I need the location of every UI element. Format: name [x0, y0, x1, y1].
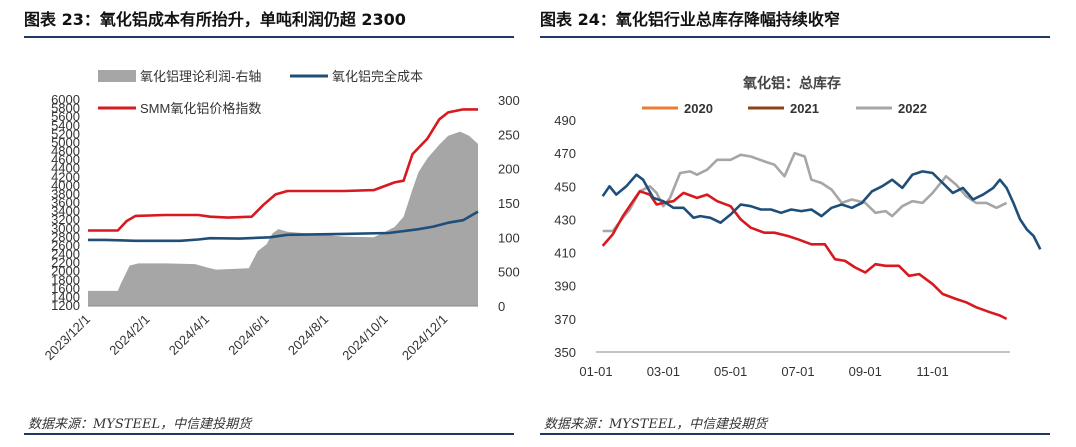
right-y-tick-label: 390: [554, 279, 576, 294]
right-x-tick-label: 07-01: [781, 364, 814, 379]
left-y-tick-label: 4600: [51, 152, 80, 167]
legend-label-2022: 2022: [898, 101, 927, 116]
right-y-tick-label: 2000: [498, 162, 520, 177]
right-y-tick-label: 350: [554, 345, 576, 360]
legend-label-cost: 氧化铝完全成本: [332, 69, 423, 84]
right-x-tick-label: 09-01: [849, 364, 882, 379]
right-y-tick-label: 490: [554, 113, 576, 128]
left-x-tick-label: 2024/10/1: [339, 312, 391, 364]
left-x-tick-label: 2024/8/1: [285, 312, 331, 358]
right-x-tick-label: 05-01: [714, 364, 747, 379]
left-y-tick-label: 4800: [51, 144, 80, 159]
legend-swatch-profit: [98, 70, 136, 82]
series-2022-line: [602, 151, 1008, 233]
right-x-tick-label: 03-01: [647, 364, 680, 379]
left-y-tick-label: 2200: [51, 255, 80, 270]
left-y-tick-label: 3600: [51, 195, 80, 210]
right-y-tick-label: 1000: [498, 230, 520, 245]
left-y-tick-label: 4000: [51, 178, 80, 193]
left-y-tick-label: 3400: [51, 204, 80, 219]
price-index-line: [88, 108, 478, 232]
right-x-tick-label: 01-01: [579, 364, 612, 379]
right-y-tick-label: 470: [554, 146, 576, 161]
left-x-tick-label: 2024/4/1: [166, 312, 212, 358]
left-y-tick-label: 2000: [51, 264, 80, 279]
left-y-tick-label: 6000: [51, 92, 80, 107]
left-y-tick-label: 1400: [51, 289, 80, 304]
left-y-tick-label: 1600: [51, 281, 80, 296]
left-y-tick-label: 2800: [51, 229, 80, 244]
left-y-tick-label: 5000: [51, 135, 80, 150]
legend-label-2021: 2021: [790, 101, 819, 116]
left-y-tick-label: 2400: [51, 247, 80, 262]
right-y-tick-label: 430: [554, 212, 576, 227]
left-x-tick-label: 2024/12/1: [399, 312, 451, 364]
left-title-rule: [24, 36, 514, 38]
left-source-note: 数据来源：MYSTEEL，中信建投期货: [28, 417, 252, 432]
right-y-tick-label: 450: [554, 179, 576, 194]
left-x-tick-label: 2024/6/1: [225, 312, 271, 358]
right-y-tick-label: 370: [554, 312, 576, 327]
inner-chart-title: 氧化铝：总库存: [742, 75, 841, 91]
left-y-tick-label: 5800: [51, 101, 80, 116]
left-x-tick-label: 2023/12/1: [42, 312, 94, 364]
left-y-tick-label: 3000: [51, 221, 80, 236]
right-y-tick-label: 500: [498, 265, 520, 280]
left-chart-title: 图表 23：氧化铝成本有所抬升，单吨利润仍超 2300: [24, 10, 406, 29]
right-x-tick-label: 11-01: [916, 364, 948, 379]
right-source-note: 数据来源：MYSTEEL，中信建投期货: [544, 417, 768, 432]
left-bottom-rule: [24, 433, 514, 435]
left-y-tick-label: 4200: [51, 169, 80, 184]
right-chart: 氧化铝：总库存 2020 2021 2022 350 370 390 410 430 450 470…: [554, 75, 1042, 379]
left-y-tick-label: 3200: [51, 212, 80, 227]
left-y-tick-label: 1800: [51, 272, 80, 287]
series-red-line: [601, 190, 1008, 321]
series-blue-line: [601, 170, 1042, 250]
right-chart-title: 图表 24：氧化铝行业总库存降幅持续收窄: [540, 10, 840, 29]
right-y-tick-label: 1500: [498, 196, 520, 211]
right-y-tick-label: 2500: [498, 127, 520, 142]
profit-area: [88, 131, 478, 306]
left-y-tick-label: 3800: [51, 186, 80, 201]
full-cost-line: [88, 210, 479, 243]
left-y-tick-label: 5600: [51, 109, 80, 124]
right-y-tick-label: 3000: [498, 93, 520, 108]
left-y-tick-label: 2600: [51, 238, 80, 253]
right-bottom-rule: [540, 433, 1050, 435]
left-y-tick-label: 1200: [51, 298, 80, 313]
right-y-tick-label: 0: [498, 299, 505, 314]
left-y-tick-label: 5200: [51, 126, 80, 141]
legend-label-price: SMM氧化铝价格指数: [140, 101, 261, 116]
right-title-rule: [540, 36, 1050, 38]
legend-label-2020: 2020: [684, 101, 713, 116]
left-y-tick-label: 5400: [51, 118, 80, 133]
right-y-tick-label: 410: [554, 246, 576, 261]
left-y-tick-label: 4400: [51, 161, 80, 176]
legend-label-profit: 氧化铝理论利润-右轴: [140, 69, 261, 84]
left-chart: 1200140016001800200022002400260028003000…: [42, 69, 520, 364]
left-x-tick-label: 2024/2/1: [106, 312, 152, 358]
